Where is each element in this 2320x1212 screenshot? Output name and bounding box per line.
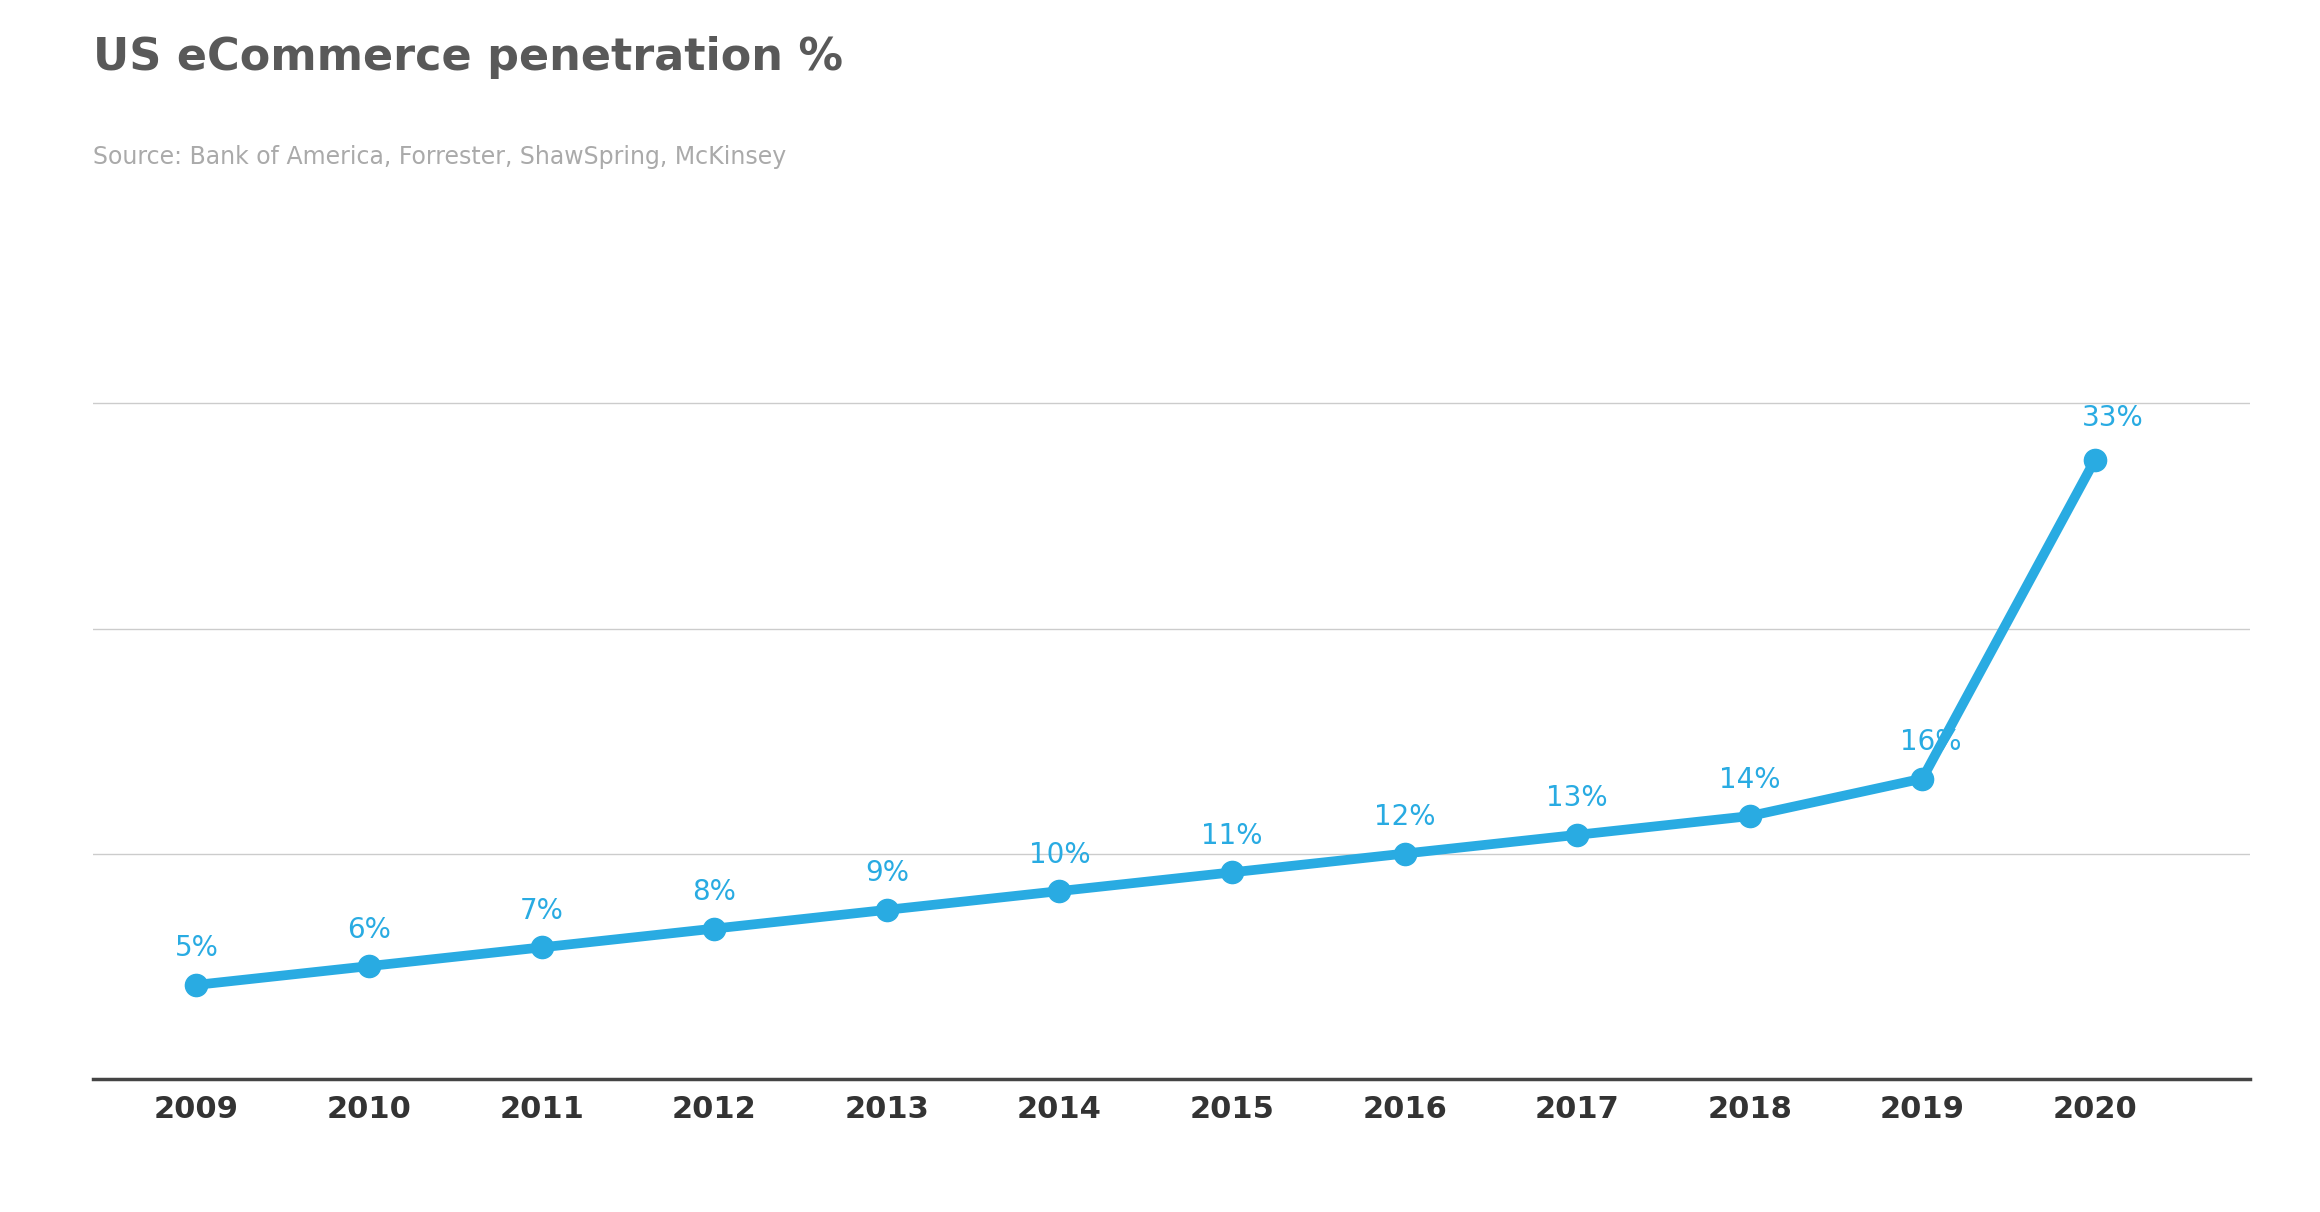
Text: 9%: 9% bbox=[865, 859, 909, 887]
Text: 12%: 12% bbox=[1373, 804, 1436, 831]
Text: 8%: 8% bbox=[691, 879, 735, 907]
Text: 11%: 11% bbox=[1202, 822, 1262, 850]
Text: 6%: 6% bbox=[348, 915, 390, 944]
Text: US eCommerce penetration %: US eCommerce penetration % bbox=[93, 36, 842, 79]
Text: 33%: 33% bbox=[2081, 404, 2144, 431]
Text: 13%: 13% bbox=[1547, 784, 1608, 812]
Text: 10%: 10% bbox=[1028, 841, 1090, 869]
Text: 7%: 7% bbox=[520, 897, 564, 925]
Text: 5%: 5% bbox=[174, 934, 218, 962]
Text: 16%: 16% bbox=[1900, 728, 1963, 756]
Text: Source: Bank of America, Forrester, ShawSpring, McKinsey: Source: Bank of America, Forrester, Shaw… bbox=[93, 145, 786, 170]
Text: 14%: 14% bbox=[1719, 766, 1779, 794]
